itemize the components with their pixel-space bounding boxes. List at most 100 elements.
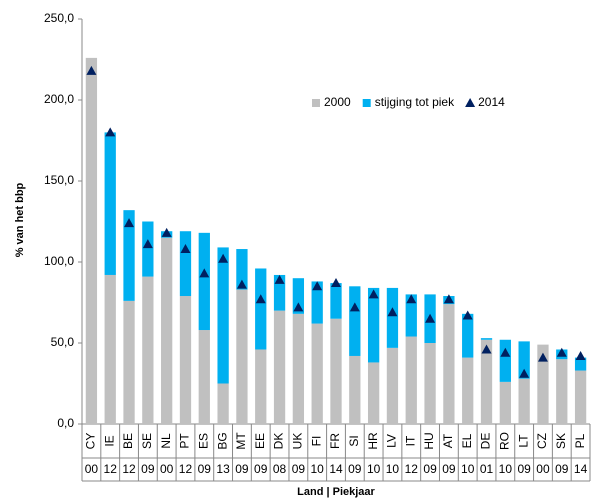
bar-segment (367, 362, 380, 424)
x-tick-label: NL (159, 433, 173, 449)
peak-year-label: 10 (311, 462, 325, 476)
bar-segment (198, 232, 210, 331)
y-tick-label: 50,0 (51, 335, 75, 349)
marker (462, 310, 473, 320)
bar-segment (499, 339, 511, 382)
bar-segment (386, 347, 399, 424)
peak-year-label: 14 (574, 462, 588, 476)
x-tick-label: HR (366, 432, 380, 450)
bar-segment (311, 323, 323, 424)
peak-year-label: 00 (536, 462, 550, 476)
bar-segment (518, 341, 530, 379)
bar-segment (462, 313, 474, 358)
x-tick-label: CY (84, 433, 98, 450)
peak-year-label: 09 (423, 462, 437, 476)
peak-year-label: 09 (348, 462, 362, 476)
bar-segment (236, 249, 248, 290)
marker (161, 227, 172, 237)
x-axis-label: Land | Piekjaar (297, 486, 375, 498)
marker (575, 350, 586, 360)
legend-marker (465, 98, 476, 107)
x-tick-label: MT (234, 432, 248, 450)
bar-segment (123, 210, 135, 301)
marker (255, 294, 266, 304)
peak-year-label: 00 (85, 462, 99, 476)
x-tick-label: LT (516, 434, 530, 448)
x-tick-label: BE (121, 433, 135, 449)
bar-segment (217, 383, 229, 424)
peak-year-label: 01 (480, 462, 494, 476)
peak-year-label: 12 (179, 462, 193, 476)
x-tick-label: EL (460, 433, 474, 448)
marker (142, 239, 153, 249)
marker (236, 279, 247, 289)
bar-segment (518, 378, 530, 424)
bar-segment (330, 318, 342, 424)
y-tick-label: 150,0 (44, 173, 74, 187)
bar-segment (198, 330, 210, 424)
bar-segment (273, 274, 286, 311)
marker (519, 368, 530, 378)
y-tick-label: 200,0 (44, 92, 74, 106)
peak-year-label: 14 (329, 462, 343, 476)
x-tick-label: RO (498, 432, 512, 450)
bar-segment (85, 57, 98, 424)
x-tick-label: AT (441, 433, 455, 448)
bar-segment (161, 237, 173, 424)
bar-segment (424, 343, 436, 424)
bar-segment (292, 278, 305, 314)
bar-segment (480, 339, 493, 424)
y-tick-label: 250,0 (44, 11, 74, 25)
marker (180, 244, 191, 254)
peak-year-label: 00 (160, 462, 174, 476)
marker (349, 302, 360, 312)
y-tick-label: 100,0 (44, 254, 74, 268)
marker (86, 65, 97, 75)
peak-year-label: 09 (141, 462, 155, 476)
peak-year-label: 12 (405, 462, 419, 476)
peak-year-label: 09 (198, 462, 212, 476)
x-tick-label: SI (347, 435, 361, 446)
legend-label: stijging tot piek (375, 95, 455, 109)
peak-year-label: 10 (367, 462, 381, 476)
marker (274, 274, 285, 284)
marker (556, 347, 567, 357)
bar-segment (123, 300, 135, 424)
x-tick-label: UK (291, 433, 305, 450)
bar-segment (556, 359, 568, 424)
bar-segment (311, 281, 323, 324)
x-tick-label: SK (554, 433, 568, 449)
x-tick-label: IE (102, 435, 116, 446)
marker (218, 253, 229, 263)
bar-segment (405, 294, 417, 337)
x-tick-label: CZ (535, 433, 549, 449)
x-tick-label: ES (196, 433, 210, 449)
bar-segment (292, 313, 305, 424)
bar-segment (255, 349, 267, 424)
x-tick-label: LV (385, 434, 399, 448)
marker (443, 294, 454, 304)
bar-segment (217, 247, 229, 384)
bar-segment (236, 289, 248, 424)
bar-segment (462, 357, 474, 424)
marker (406, 294, 417, 304)
bar-segment (104, 132, 116, 275)
legend-swatch (362, 99, 371, 107)
y-tick-label: 0,0 (57, 416, 74, 430)
x-tick-label: IT (403, 435, 417, 446)
x-tick-label: FR (328, 433, 342, 449)
bar-segment (349, 355, 361, 424)
bar-segment (273, 310, 286, 424)
bar-segment (367, 287, 380, 363)
peak-year-label: 10 (386, 462, 400, 476)
bar-segment (574, 370, 587, 424)
x-tick-label: DE (479, 433, 493, 450)
peak-year-label: 09 (292, 462, 306, 476)
marker (500, 347, 511, 357)
bar-segment (386, 287, 399, 348)
peak-year-label: 13 (216, 462, 230, 476)
bar-segment (330, 283, 342, 319)
x-tick-label: FI (309, 436, 323, 447)
y-axis-label: % van het bbp (14, 182, 26, 257)
